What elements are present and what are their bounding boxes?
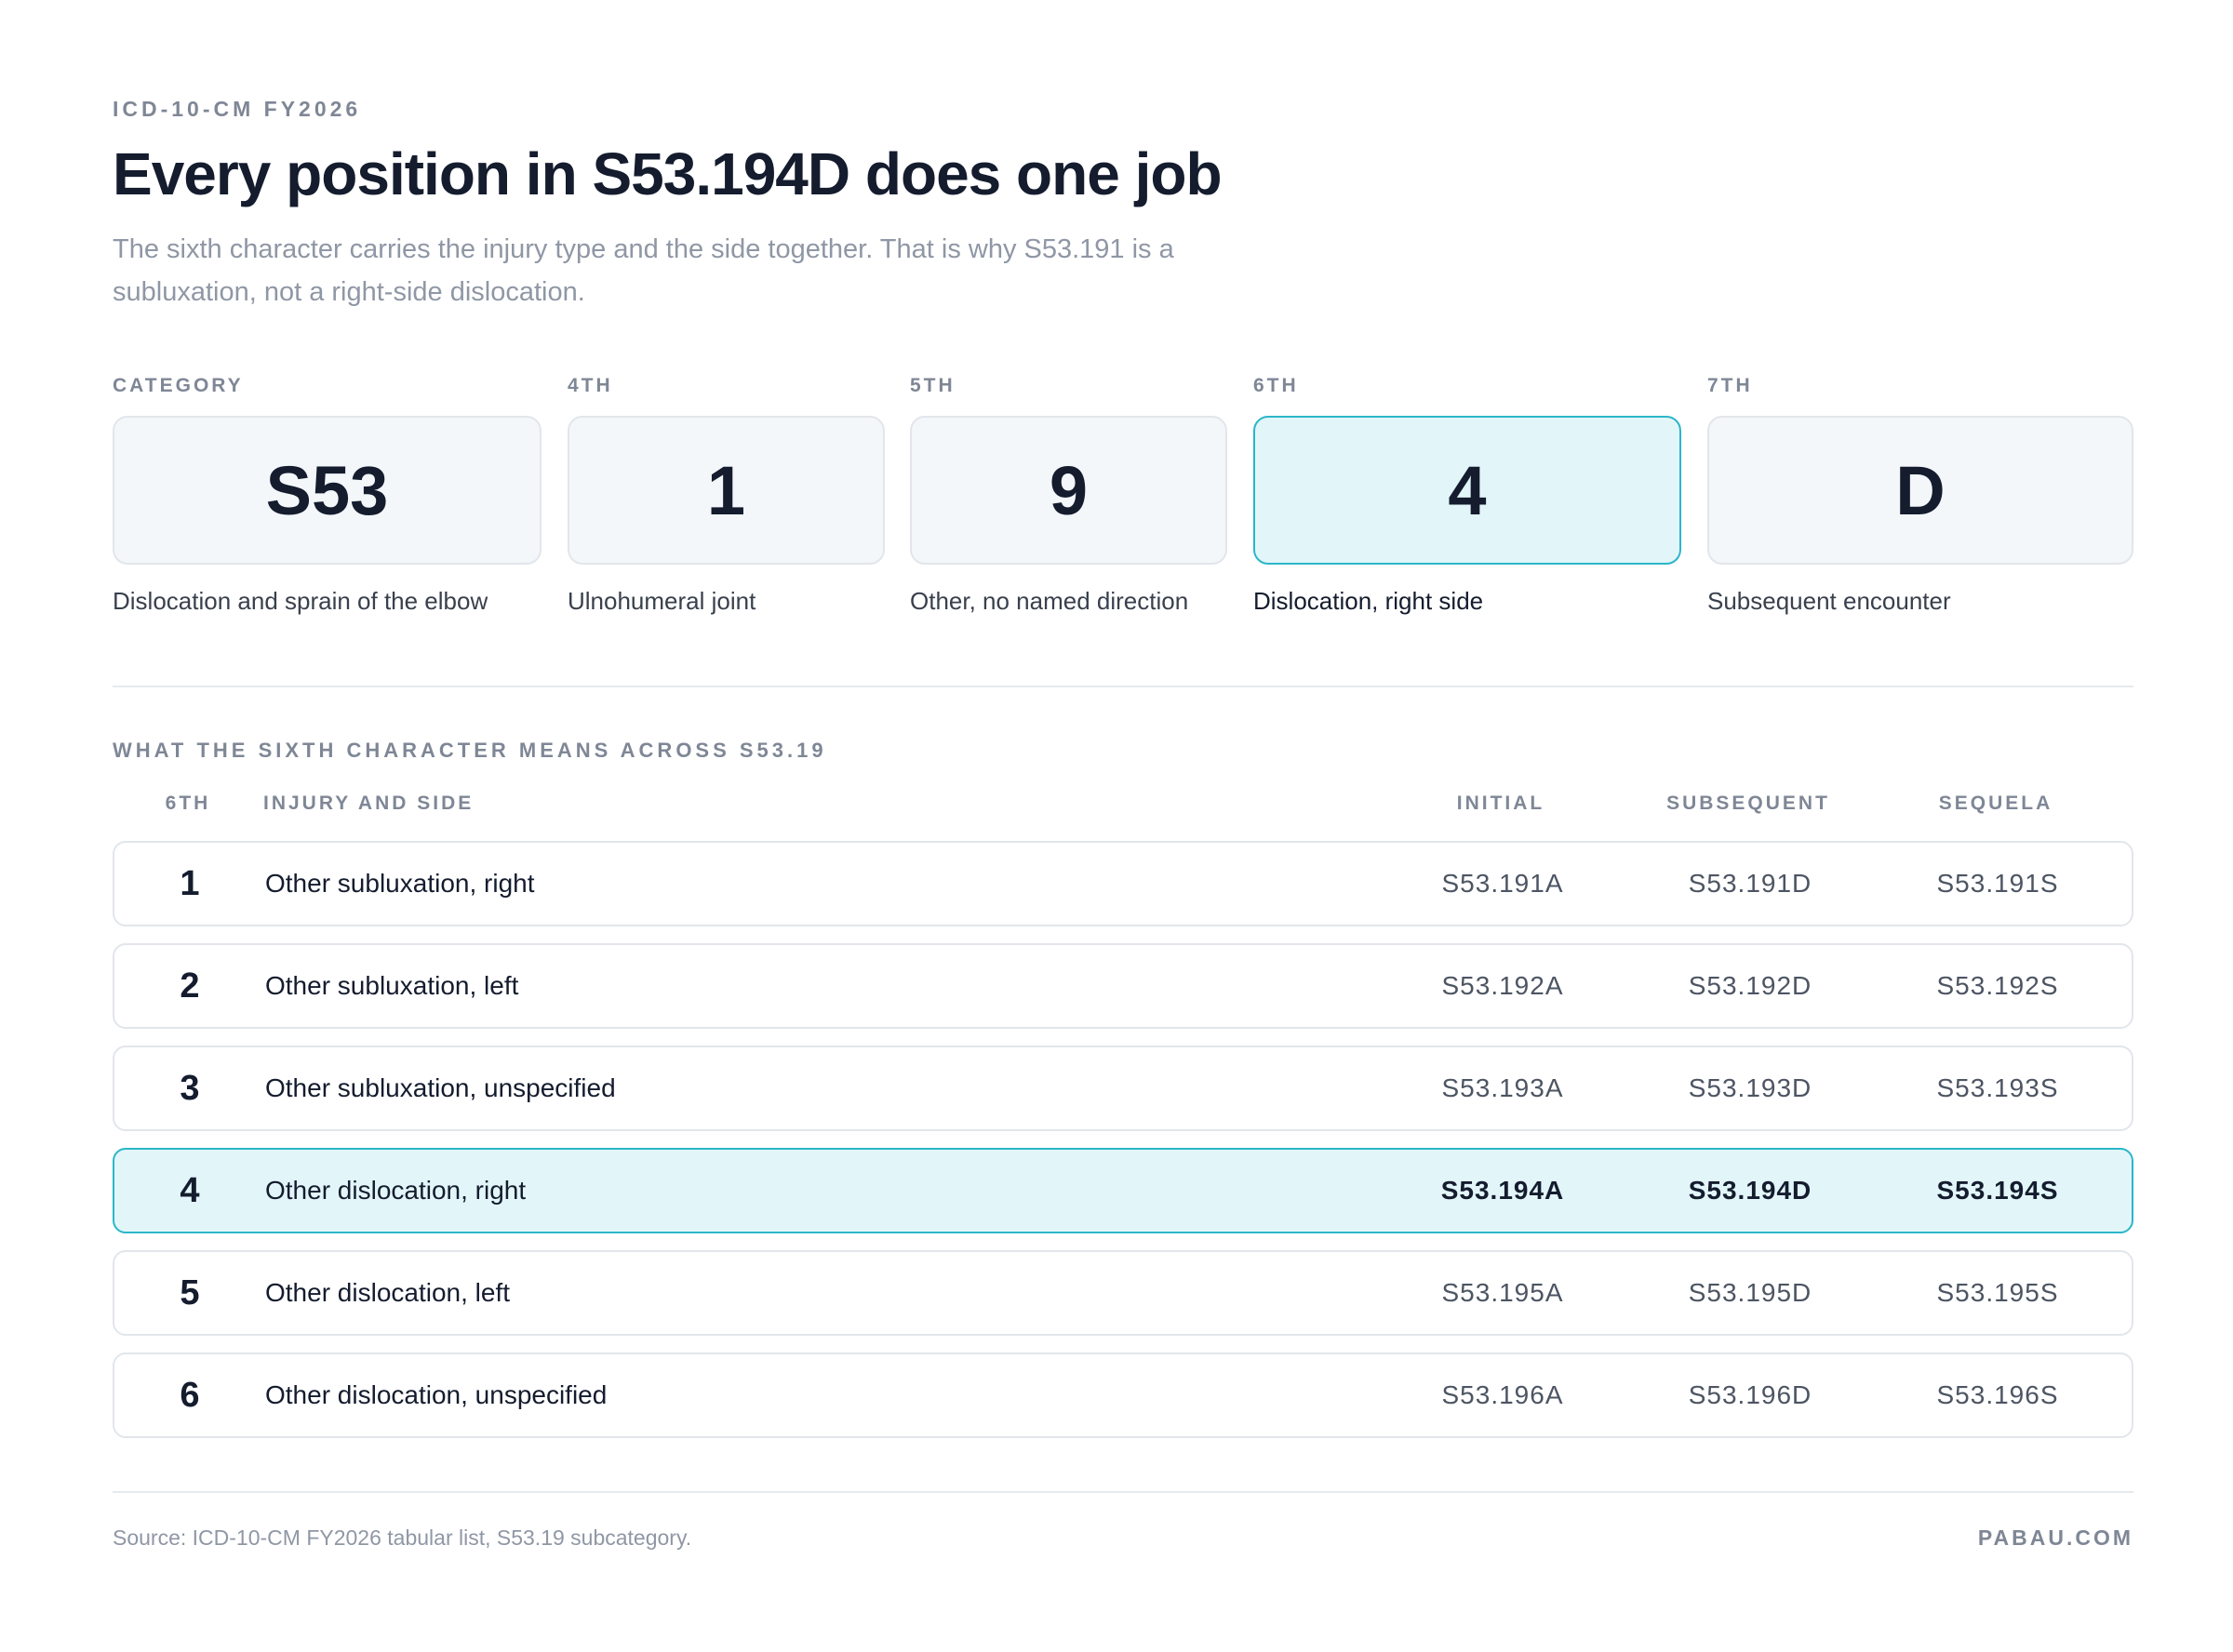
row-subsequent: S53.193D (1688, 1073, 1812, 1102)
eyebrow: ICD-10-CM FY2026 (113, 97, 362, 121)
segment-value: 9 (910, 416, 1227, 565)
row-injury: Other subluxation, right (265, 869, 535, 898)
divider (113, 686, 2133, 687)
row-sixth: 2 (180, 966, 200, 1006)
segment-label: 4TH (568, 375, 613, 396)
segment-description: Ulnohumeral joint (568, 587, 756, 615)
row-subsequent: S53.192D (1688, 971, 1812, 1000)
table-row: 2 Other subluxation, left S53.192A S53.1… (113, 943, 2133, 1029)
segment-description: Other, no named direction (910, 587, 1189, 615)
code-segments: CATEGORY S53 Dislocation and sprain of t… (113, 375, 2133, 617)
page-subtitle: The sixth character carries the injury t… (113, 234, 1174, 307)
segment-value: S53 (113, 416, 542, 565)
header-initial: INITIAL (1456, 793, 1545, 814)
segment-description: Dislocation and sprain of the elbow (113, 587, 488, 615)
table-row: 5 Other dislocation, left S53.195A S53.1… (113, 1250, 2133, 1336)
row-subsequent: S53.196D (1688, 1380, 1812, 1409)
header-injury: INJURY AND SIDE (263, 793, 475, 814)
source-note: Source: ICD-10-CM FY2026 tabular list, S… (113, 1525, 692, 1550)
infographic: ICD-10-CM FY2026 Every position in S53.1… (113, 0, 2133, 1652)
header-subsequent: SUBSEQUENT (1666, 793, 1830, 814)
table-caption: WHAT THE SIXTH CHARACTER MEANS ACROSS S5… (113, 739, 827, 762)
row-sequela: S53.196S (1936, 1380, 2059, 1409)
row-initial: S53.191A (1441, 869, 1564, 898)
row-subsequent: S53.191D (1688, 869, 1812, 898)
row-injury: Other subluxation, unspecified (265, 1073, 616, 1102)
segment-description: Subsequent encounter (1707, 587, 1951, 615)
row-sixth: 1 (180, 864, 200, 903)
table-row-highlighted: 4 Other dislocation, right S53.194A S53.… (113, 1148, 2133, 1233)
row-sixth: 4 (180, 1171, 200, 1210)
row-initial: S53.195A (1441, 1278, 1564, 1307)
segment-label: 6TH (1253, 375, 1299, 396)
row-initial: S53.194A (1440, 1176, 1565, 1205)
segment-category: CATEGORY S53 Dislocation and sprain of t… (113, 375, 542, 616)
row-sixth: 3 (180, 1069, 200, 1108)
segment-5th: 5TH 9 Other, no named direction (910, 375, 1227, 616)
row-sequela: S53.193S (1936, 1073, 2059, 1102)
row-initial: S53.193A (1441, 1073, 1564, 1102)
segment-value: D (1707, 416, 2133, 565)
divider (113, 1491, 2133, 1493)
row-initial: S53.192A (1441, 971, 1564, 1000)
segment-7th: 7TH D Subsequent encounter (1707, 375, 2133, 616)
segment-6th: 6TH 4 Dislocation, right side (1253, 375, 1681, 616)
table-row: 1 Other subluxation, right S53.191A S53.… (113, 841, 2133, 926)
row-sequela: S53.192S (1936, 971, 2059, 1000)
row-sequela: S53.194S (1936, 1176, 2059, 1205)
row-sixth: 5 (180, 1273, 200, 1312)
row-injury: Other dislocation, unspecified (265, 1380, 608, 1409)
segment-label: CATEGORY (113, 375, 244, 396)
page-title: Every position in S53.194D does one job (113, 140, 1223, 207)
row-sixth: 6 (180, 1376, 200, 1415)
table-row: 6 Other dislocation, unspecified S53.196… (113, 1352, 2133, 1438)
row-subsequent: S53.194D (1688, 1176, 1812, 1205)
segment-description: Dislocation, right side (1253, 587, 1484, 615)
row-injury: Other dislocation, left (265, 1278, 511, 1307)
table-header: 6TH INJURY AND SIDE INITIAL SUBSEQUENT S… (113, 793, 2133, 820)
segment-label: 7TH (1707, 375, 1753, 396)
row-injury: Other dislocation, right (265, 1176, 527, 1205)
segment-4th: 4TH 1 Ulnohumeral joint (568, 375, 885, 616)
table-row: 3 Other subluxation, unspecified S53.193… (113, 1046, 2133, 1131)
row-injury: Other subluxation, left (265, 971, 519, 1000)
row-subsequent: S53.195D (1688, 1278, 1812, 1307)
header-sequela: SEQUELA (1938, 793, 2053, 814)
row-initial: S53.196A (1441, 1380, 1564, 1409)
segment-value: 4 (1253, 416, 1681, 565)
segment-value: 1 (568, 416, 885, 565)
brand-label: PABAU.COM (1977, 1525, 2133, 1550)
row-sequela: S53.191S (1936, 869, 2059, 898)
header-sixth: 6TH (165, 793, 211, 814)
segment-label: 5TH (910, 375, 956, 396)
row-sequela: S53.195S (1936, 1278, 2059, 1307)
